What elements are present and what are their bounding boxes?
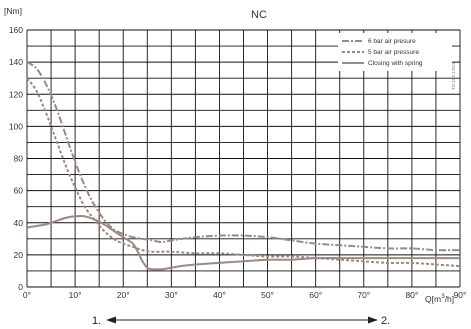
y-tick-label: 20 bbox=[14, 250, 24, 260]
y-tick-label: 40 bbox=[14, 218, 24, 228]
series-line-3 bbox=[26, 215, 460, 271]
range-label-start: 1. bbox=[92, 315, 101, 327]
x-tick-label: 40° bbox=[213, 290, 226, 300]
grid bbox=[26, 29, 461, 288]
x-tick-label: 80° bbox=[405, 290, 418, 300]
series-line-2 bbox=[26, 77, 461, 268]
range-label-end: 2. bbox=[381, 315, 390, 327]
x-tick-label: 10° bbox=[69, 290, 82, 300]
document-id: TD 453-175/1 bbox=[451, 62, 456, 90]
y-tick-label: 160 bbox=[9, 25, 23, 35]
legend-label: 5 bar air pressure bbox=[368, 49, 419, 56]
y-tick-label: 100 bbox=[9, 121, 23, 131]
x-tick-label: 50° bbox=[261, 290, 274, 300]
x-tick-label: 20° bbox=[117, 290, 130, 300]
range-arrow-left-head bbox=[106, 316, 116, 324]
y-tick-label: 120 bbox=[9, 89, 23, 99]
x-tick-label: 0° bbox=[23, 290, 31, 300]
legend: 6 bar air presure 5 bar air pressure Closi… bbox=[338, 33, 452, 71]
x-axis-label: Q[m3/h] bbox=[425, 293, 454, 304]
x-tick-label: 70° bbox=[357, 290, 370, 300]
y-tick-label: 0 bbox=[18, 282, 23, 292]
x-tick-label: 30° bbox=[165, 290, 178, 300]
x-tick-label: 90° bbox=[454, 290, 467, 300]
legend-label: 6 bar air presure bbox=[368, 38, 416, 45]
range-arrow-right-head bbox=[368, 316, 378, 324]
axis-ticks: 0 20 40 60 80 100 120 140 160 0° 10° 20° 30° 40° 50° 60… bbox=[9, 25, 467, 300]
x-tick-label: 60° bbox=[309, 290, 322, 300]
range-indicator: 1. 2. bbox=[92, 315, 390, 327]
legend-label: Closing with spring bbox=[368, 60, 423, 67]
series-line-1 bbox=[26, 61, 461, 252]
y-tick-label: 140 bbox=[9, 57, 23, 67]
chart-title: NC bbox=[251, 9, 267, 21]
y-tick-label: 80 bbox=[14, 154, 24, 164]
y-axis-label: [Nm] bbox=[4, 6, 22, 16]
series-lines bbox=[26, 61, 461, 271]
y-tick-label: 60 bbox=[14, 186, 24, 196]
